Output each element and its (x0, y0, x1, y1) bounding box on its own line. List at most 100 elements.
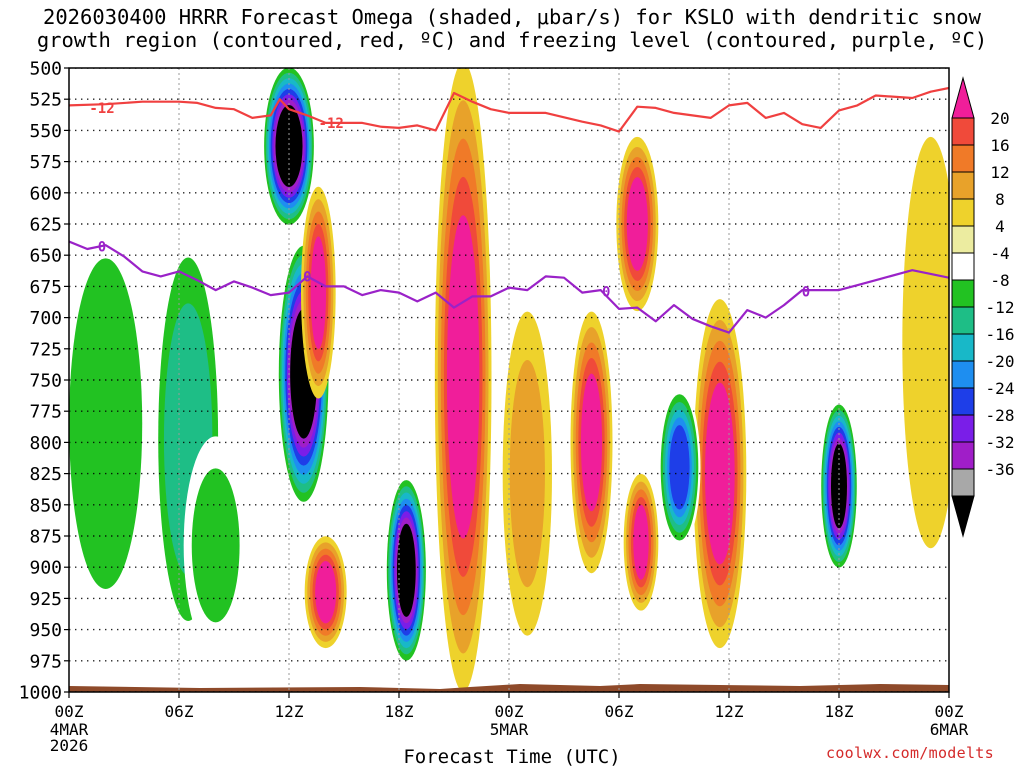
x-tick-sublabel: 5MAR (490, 720, 529, 739)
y-tick-label: 775 (29, 402, 62, 423)
y-tick-label: 700 (29, 308, 62, 329)
freezing-contour-label: 0 (802, 284, 810, 300)
y-tick-label: 800 (29, 433, 62, 454)
omega-feature-3 (262, 68, 316, 230)
x-tick-label: 00Z (55, 702, 84, 721)
y-tick-label: 600 (29, 183, 62, 204)
freezing-contour-label: 0 (303, 269, 311, 285)
colorbar-swatch (951, 144, 975, 173)
omega-feature-7 (385, 473, 428, 667)
omega-feature-9 (502, 311, 552, 636)
omega-feature-8 (434, 68, 492, 692)
colorbar-label: -28 (986, 406, 1015, 425)
plot-grid (69, 68, 949, 692)
y-tick-label: 925 (29, 589, 62, 610)
colorbar-swatch (951, 468, 975, 497)
colorbar-swatch (951, 360, 975, 389)
y-tick-label: 900 (29, 558, 62, 579)
x-tick-sublabel: 2026 (50, 736, 89, 755)
colorbar-label: -20 (986, 352, 1015, 371)
colorbar-swatch (951, 279, 975, 308)
x-tick-label: 18Z (385, 702, 414, 721)
y-tick-label: 575 (29, 152, 62, 173)
omega-band (69, 258, 143, 589)
omega-band (396, 523, 416, 617)
colorbar-arrow-top (951, 76, 975, 119)
omega-band (705, 382, 735, 565)
omega-shading (69, 68, 949, 692)
x-tick-label: 12Z (275, 702, 304, 721)
colorbar-swatch (951, 333, 975, 362)
colorbar-swatch (951, 306, 975, 335)
omega-feature-0 (69, 186, 153, 661)
omega-feature-16 (902, 136, 949, 549)
colorbar-label: -8 (990, 271, 1009, 290)
credit-text: coolwx.com/modelts (826, 744, 994, 762)
y-tick-label: 675 (29, 277, 62, 298)
omega-band (902, 136, 949, 549)
y-tick-label: 975 (29, 651, 62, 672)
freezing-contour-label: 0 (98, 239, 106, 255)
y-tick-label: 825 (29, 464, 62, 485)
colorbar-label: -32 (986, 433, 1015, 452)
omega-feature-2 (183, 436, 248, 655)
omega-feature-6 (304, 536, 347, 649)
omega-band (633, 504, 649, 580)
y-tick-label: 550 (29, 121, 62, 142)
colorbar-swatch (951, 171, 975, 200)
colorbar-swatch (951, 441, 975, 470)
y-tick-label: 1000 (19, 683, 62, 704)
colorbar-label: 12 (990, 163, 1009, 182)
omega-band (830, 443, 848, 529)
dendritic-contour-label: -12 (89, 101, 114, 117)
x-tick-label: 00Z (935, 702, 964, 721)
colorbar-label: 16 (990, 136, 1009, 155)
x-tick-label: 18Z (825, 702, 854, 721)
y-tick-label: 725 (29, 339, 62, 360)
omega-feature-15 (819, 398, 859, 574)
omega-band (626, 177, 648, 271)
omega-band (275, 104, 303, 188)
x-tick-sublabel: 6MAR (930, 720, 969, 739)
dendritic-growth-contour (69, 86, 949, 133)
y-tick-label: 500 (29, 59, 62, 80)
colorbar-swatch (951, 414, 975, 443)
colorbar-swatch (951, 252, 975, 281)
colorbar-label: -24 (986, 379, 1015, 398)
y-tick-label: 625 (29, 215, 62, 236)
colorbar-label: 4 (995, 217, 1005, 236)
colorbar-swatch (951, 117, 975, 146)
omega-feature-14 (658, 386, 701, 549)
omega-feature-12 (623, 473, 659, 611)
omega-feature-13 (693, 299, 747, 649)
y-tick-label: 650 (29, 246, 62, 267)
omega-feature-5 (301, 186, 336, 399)
x-tick-label: 12Z (715, 702, 744, 721)
x-tick-label: 06Z (605, 702, 634, 721)
omega-band (315, 561, 337, 624)
chart-title-line-2: growth region (contoured, red, ºC) and f… (36, 28, 988, 52)
omega-band (310, 236, 327, 349)
colorbar-swatch (951, 198, 975, 227)
colorbar-label: -12 (986, 298, 1015, 317)
y-tick-label: 525 (29, 90, 62, 111)
colorbar-swatch (951, 387, 975, 416)
colorbar-arrow-bottom (951, 495, 975, 538)
colorbar-label: -4 (990, 244, 1009, 263)
omega-band (669, 425, 690, 510)
omega-feature-11 (616, 136, 659, 312)
y-tick-label: 950 (29, 620, 62, 641)
x-tick-label: 06Z (165, 702, 194, 721)
chart-title-line-1: 2026030400 HRRR Forecast Omega (shaded, … (43, 5, 981, 29)
omega-band (446, 215, 480, 539)
freezing-level-contour (69, 240, 949, 334)
x-axis-label: Forecast Time (UTC) (403, 746, 620, 768)
colorbar: 20 16 12 8 4 -4 -8 -12 -16 -20 -24 -28 -32 -36 (951, 76, 1015, 538)
colorbar-swatch (951, 225, 975, 254)
chart-title: 2026030400 HRRR Forecast Omega (shaded, … (0, 6, 1024, 52)
y-tick-label: 750 (29, 371, 62, 392)
colorbar-label: -16 (986, 325, 1015, 344)
colorbar-label: 8 (995, 190, 1005, 209)
